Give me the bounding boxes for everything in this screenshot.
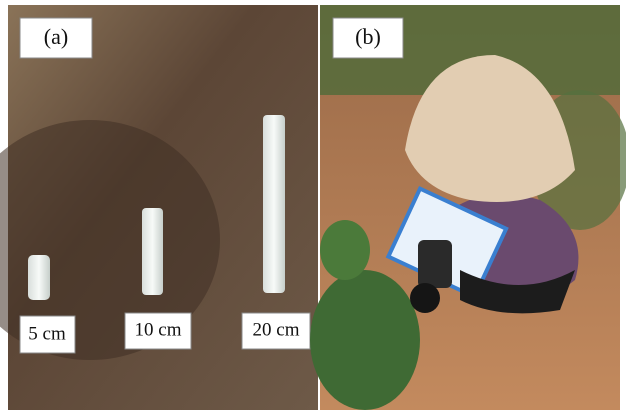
pants — [460, 270, 575, 314]
marker-label: 20 cm — [253, 319, 300, 340]
marker-box — [241, 312, 311, 350]
shadow — [0, 120, 220, 360]
label-box — [19, 17, 93, 59]
meter — [418, 240, 452, 288]
label-box — [332, 17, 404, 59]
panel-label: (a) — [44, 24, 68, 49]
headscarf — [405, 55, 575, 202]
pipe-5cm — [28, 255, 50, 300]
panel-b: (b) — [310, 5, 626, 410]
pipe-10cm — [142, 208, 163, 295]
panel-label: (b) — [355, 24, 381, 49]
microphone — [410, 283, 440, 313]
marker-box — [124, 312, 192, 350]
plant — [320, 220, 370, 280]
marker-label: 5 cm — [28, 323, 66, 344]
plant — [310, 270, 420, 410]
marker-label: 10 cm — [135, 319, 182, 340]
pipe-20cm — [263, 115, 285, 293]
panel-a: (a) 5 cm 10 cm 20 cm — [0, 5, 318, 410]
marker-box — [19, 315, 76, 354]
